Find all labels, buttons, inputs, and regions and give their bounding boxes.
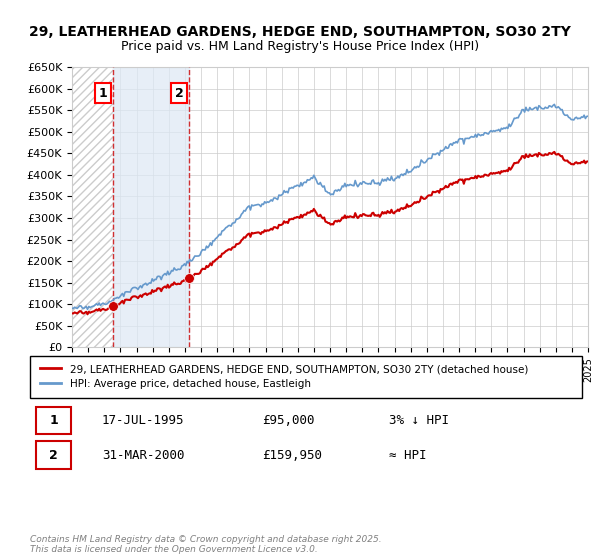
Text: ≈ HPI: ≈ HPI bbox=[389, 449, 426, 462]
Text: 3% ↓ HPI: 3% ↓ HPI bbox=[389, 414, 449, 427]
Text: Contains HM Land Registry data © Crown copyright and database right 2025.
This d: Contains HM Land Registry data © Crown c… bbox=[30, 535, 382, 554]
Bar bbox=[72, 67, 113, 347]
Text: 29, LEATHERHEAD GARDENS, HEDGE END, SOUTHAMPTON, SO30 2TY: 29, LEATHERHEAD GARDENS, HEDGE END, SOUT… bbox=[29, 25, 571, 39]
Legend: 29, LEATHERHEAD GARDENS, HEDGE END, SOUTHAMPTON, SO30 2TY (detached house), HPI:: 29, LEATHERHEAD GARDENS, HEDGE END, SOUT… bbox=[35, 359, 533, 394]
Text: 17-JUL-1995: 17-JUL-1995 bbox=[102, 414, 184, 427]
Text: 2: 2 bbox=[49, 449, 58, 462]
Text: 1: 1 bbox=[99, 87, 107, 100]
FancyBboxPatch shape bbox=[30, 356, 582, 398]
FancyBboxPatch shape bbox=[35, 407, 71, 435]
Text: Price paid vs. HM Land Registry's House Price Index (HPI): Price paid vs. HM Land Registry's House … bbox=[121, 40, 479, 53]
Text: £95,000: £95,000 bbox=[262, 414, 314, 427]
Bar bbox=[113, 67, 189, 347]
Text: 2: 2 bbox=[175, 87, 184, 100]
FancyBboxPatch shape bbox=[35, 441, 71, 469]
Text: 1: 1 bbox=[49, 414, 58, 427]
Text: 31-MAR-2000: 31-MAR-2000 bbox=[102, 449, 184, 462]
Text: £159,950: £159,950 bbox=[262, 449, 322, 462]
